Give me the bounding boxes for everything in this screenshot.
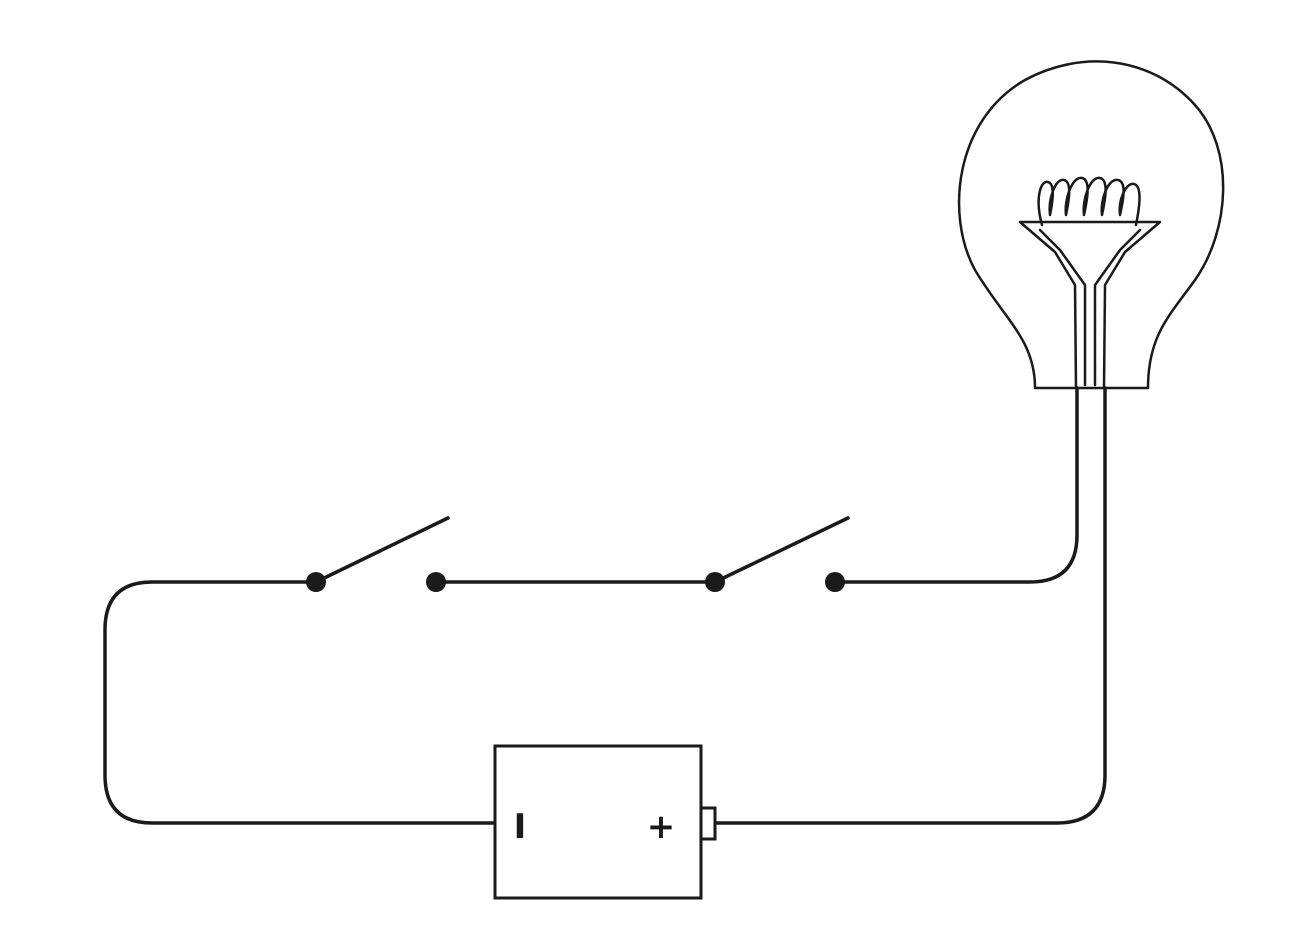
battery: I +: [493, 744, 717, 900]
battery-body: [493, 744, 703, 900]
battery-negative-label: I: [514, 807, 527, 847]
bulb-glass: [957, 60, 1225, 390]
battery-positive-label: +: [647, 807, 676, 847]
switch-1-lever: [314, 516, 450, 584]
switch-2: [705, 516, 850, 592]
switch-1-terminal-right: [426, 572, 446, 592]
wire-bulb-return: [713, 386, 1107, 825]
light-bulb: [957, 60, 1225, 390]
wire-to-bulb: [833, 386, 1079, 584]
wire-left-loop: [103, 580, 497, 825]
switch-2-lever: [713, 516, 850, 584]
battery-terminal-cap: [699, 806, 717, 841]
bulb-filament-support-inner: [1038, 228, 1142, 387]
bulb-filament-support: [1018, 220, 1162, 390]
bulb-filament-coil: [1037, 176, 1141, 227]
switch-1: [306, 516, 450, 592]
switch-2-terminal-right: [825, 572, 845, 592]
